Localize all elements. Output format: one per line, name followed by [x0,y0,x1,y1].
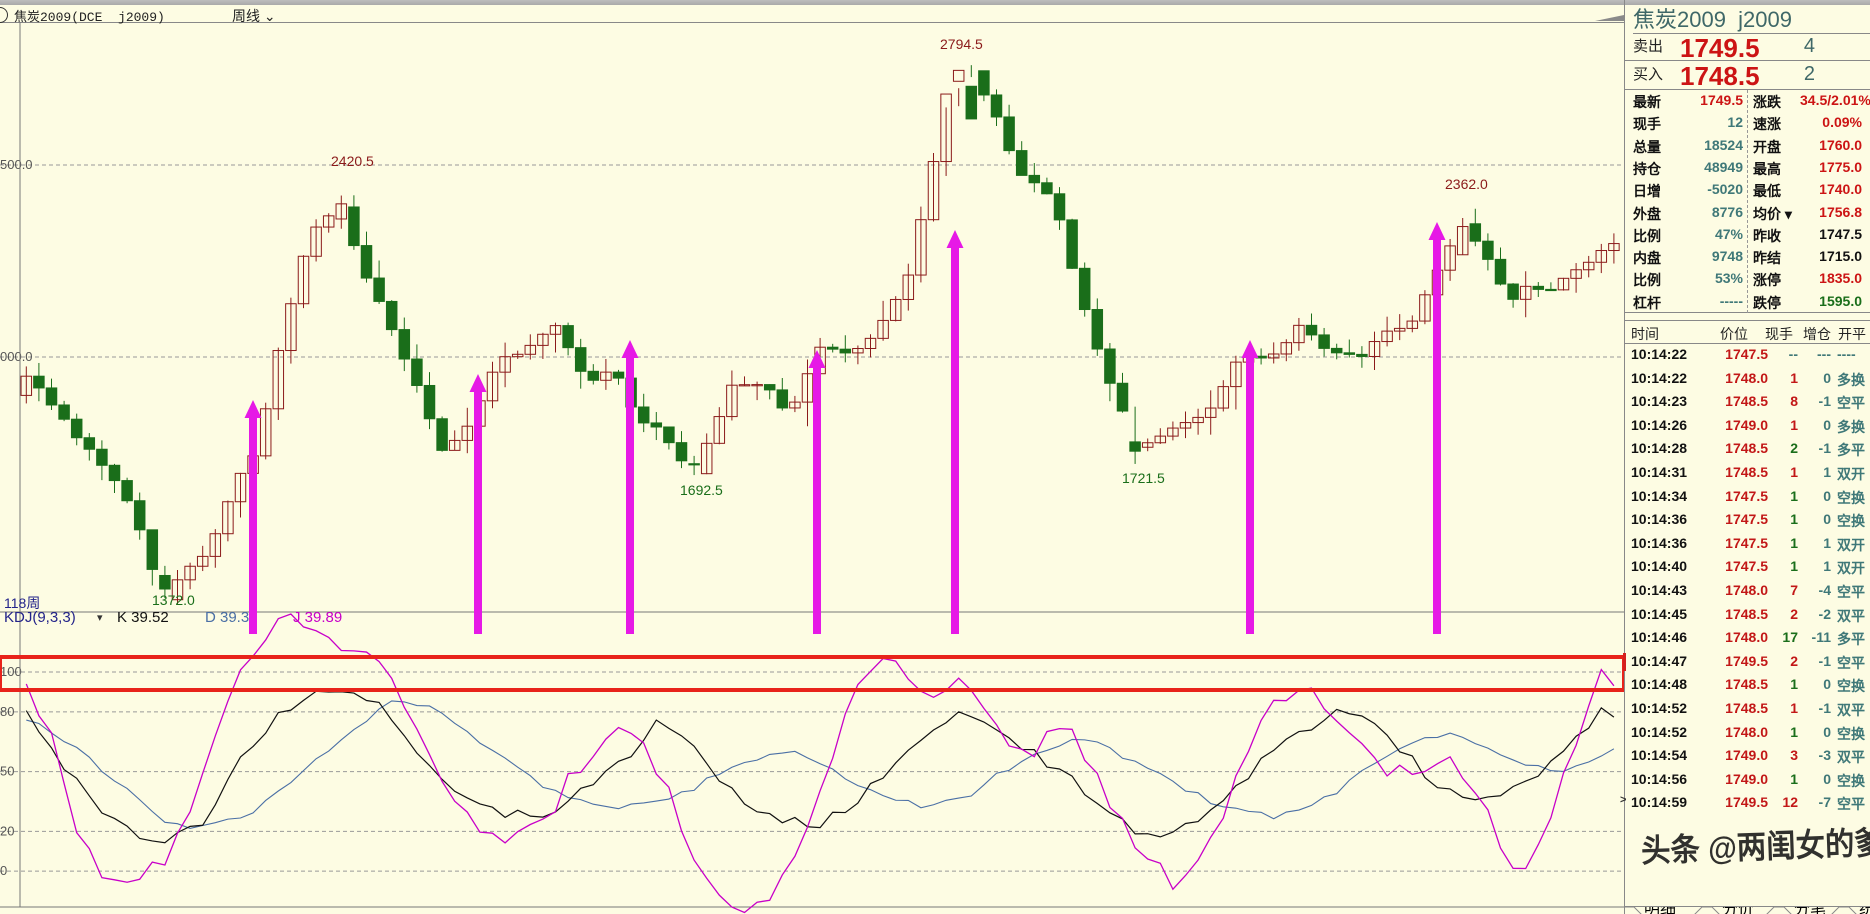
svg-text:KDJ(9,3,3): KDJ(9,3,3) [4,609,76,626]
svg-text:1721.5: 1721.5 [1122,470,1165,486]
svg-text:80: 80 [0,704,14,719]
svg-text:000.0: 000.0 [0,349,33,364]
svg-text:1692.5: 1692.5 [680,482,723,498]
svg-text:2794.5: 2794.5 [940,36,983,52]
svg-text:500.0: 500.0 [0,157,33,172]
svg-text:20: 20 [0,823,14,838]
svg-text:K 39.52: K 39.52 [117,609,169,626]
svg-text:50: 50 [0,764,14,779]
svg-text:100: 100 [0,664,22,679]
svg-text:1372.0: 1372.0 [152,592,195,608]
svg-text:▾: ▾ [97,612,103,624]
svg-text:2420.5: 2420.5 [331,153,374,169]
svg-text:2362.0: 2362.0 [1445,176,1488,192]
svg-text:0: 0 [0,863,7,878]
